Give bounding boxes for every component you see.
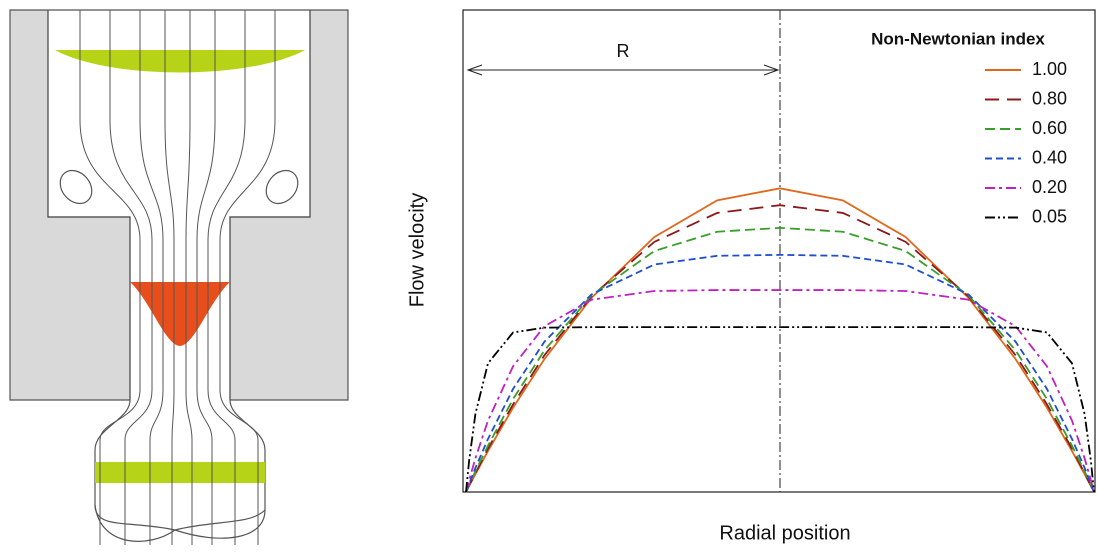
plot-area: R 1.00 0.80 0.60 0.40 0.20 0.05 xyxy=(465,10,1095,493)
legend-label: 0.20 xyxy=(1032,177,1067,197)
legend-label: 0.40 xyxy=(1032,147,1067,167)
series-line xyxy=(465,226,1095,493)
plot-frame xyxy=(462,9,1096,493)
legend-title: Non-Newtonian index xyxy=(871,29,1045,48)
series-line xyxy=(465,187,1095,493)
vortex xyxy=(265,169,299,205)
extrudate-twist xyxy=(94,504,266,542)
die-edge xyxy=(47,10,311,400)
legend-label: 1.00 xyxy=(1032,59,1067,79)
streamlines xyxy=(79,10,276,545)
annotation: R xyxy=(617,41,630,61)
arrow-head xyxy=(466,64,483,76)
die-diagram xyxy=(9,9,349,545)
velocity-profile-top xyxy=(55,50,305,73)
velocity-profile-exit xyxy=(95,462,265,483)
vortex xyxy=(59,169,93,205)
series-line xyxy=(465,289,1095,493)
x-axis-label: Radial position xyxy=(719,522,850,544)
legend-label: 0.60 xyxy=(1032,118,1067,138)
series-line xyxy=(465,326,1095,493)
y-axis-label: Flow velocity xyxy=(406,193,428,307)
series-line xyxy=(465,204,1095,493)
legend-label: 0.80 xyxy=(1032,88,1067,108)
velocity-profile-channel xyxy=(130,282,230,346)
series-line xyxy=(465,253,1095,493)
legend-label: 0.05 xyxy=(1032,206,1067,226)
arrow-head xyxy=(763,64,780,76)
